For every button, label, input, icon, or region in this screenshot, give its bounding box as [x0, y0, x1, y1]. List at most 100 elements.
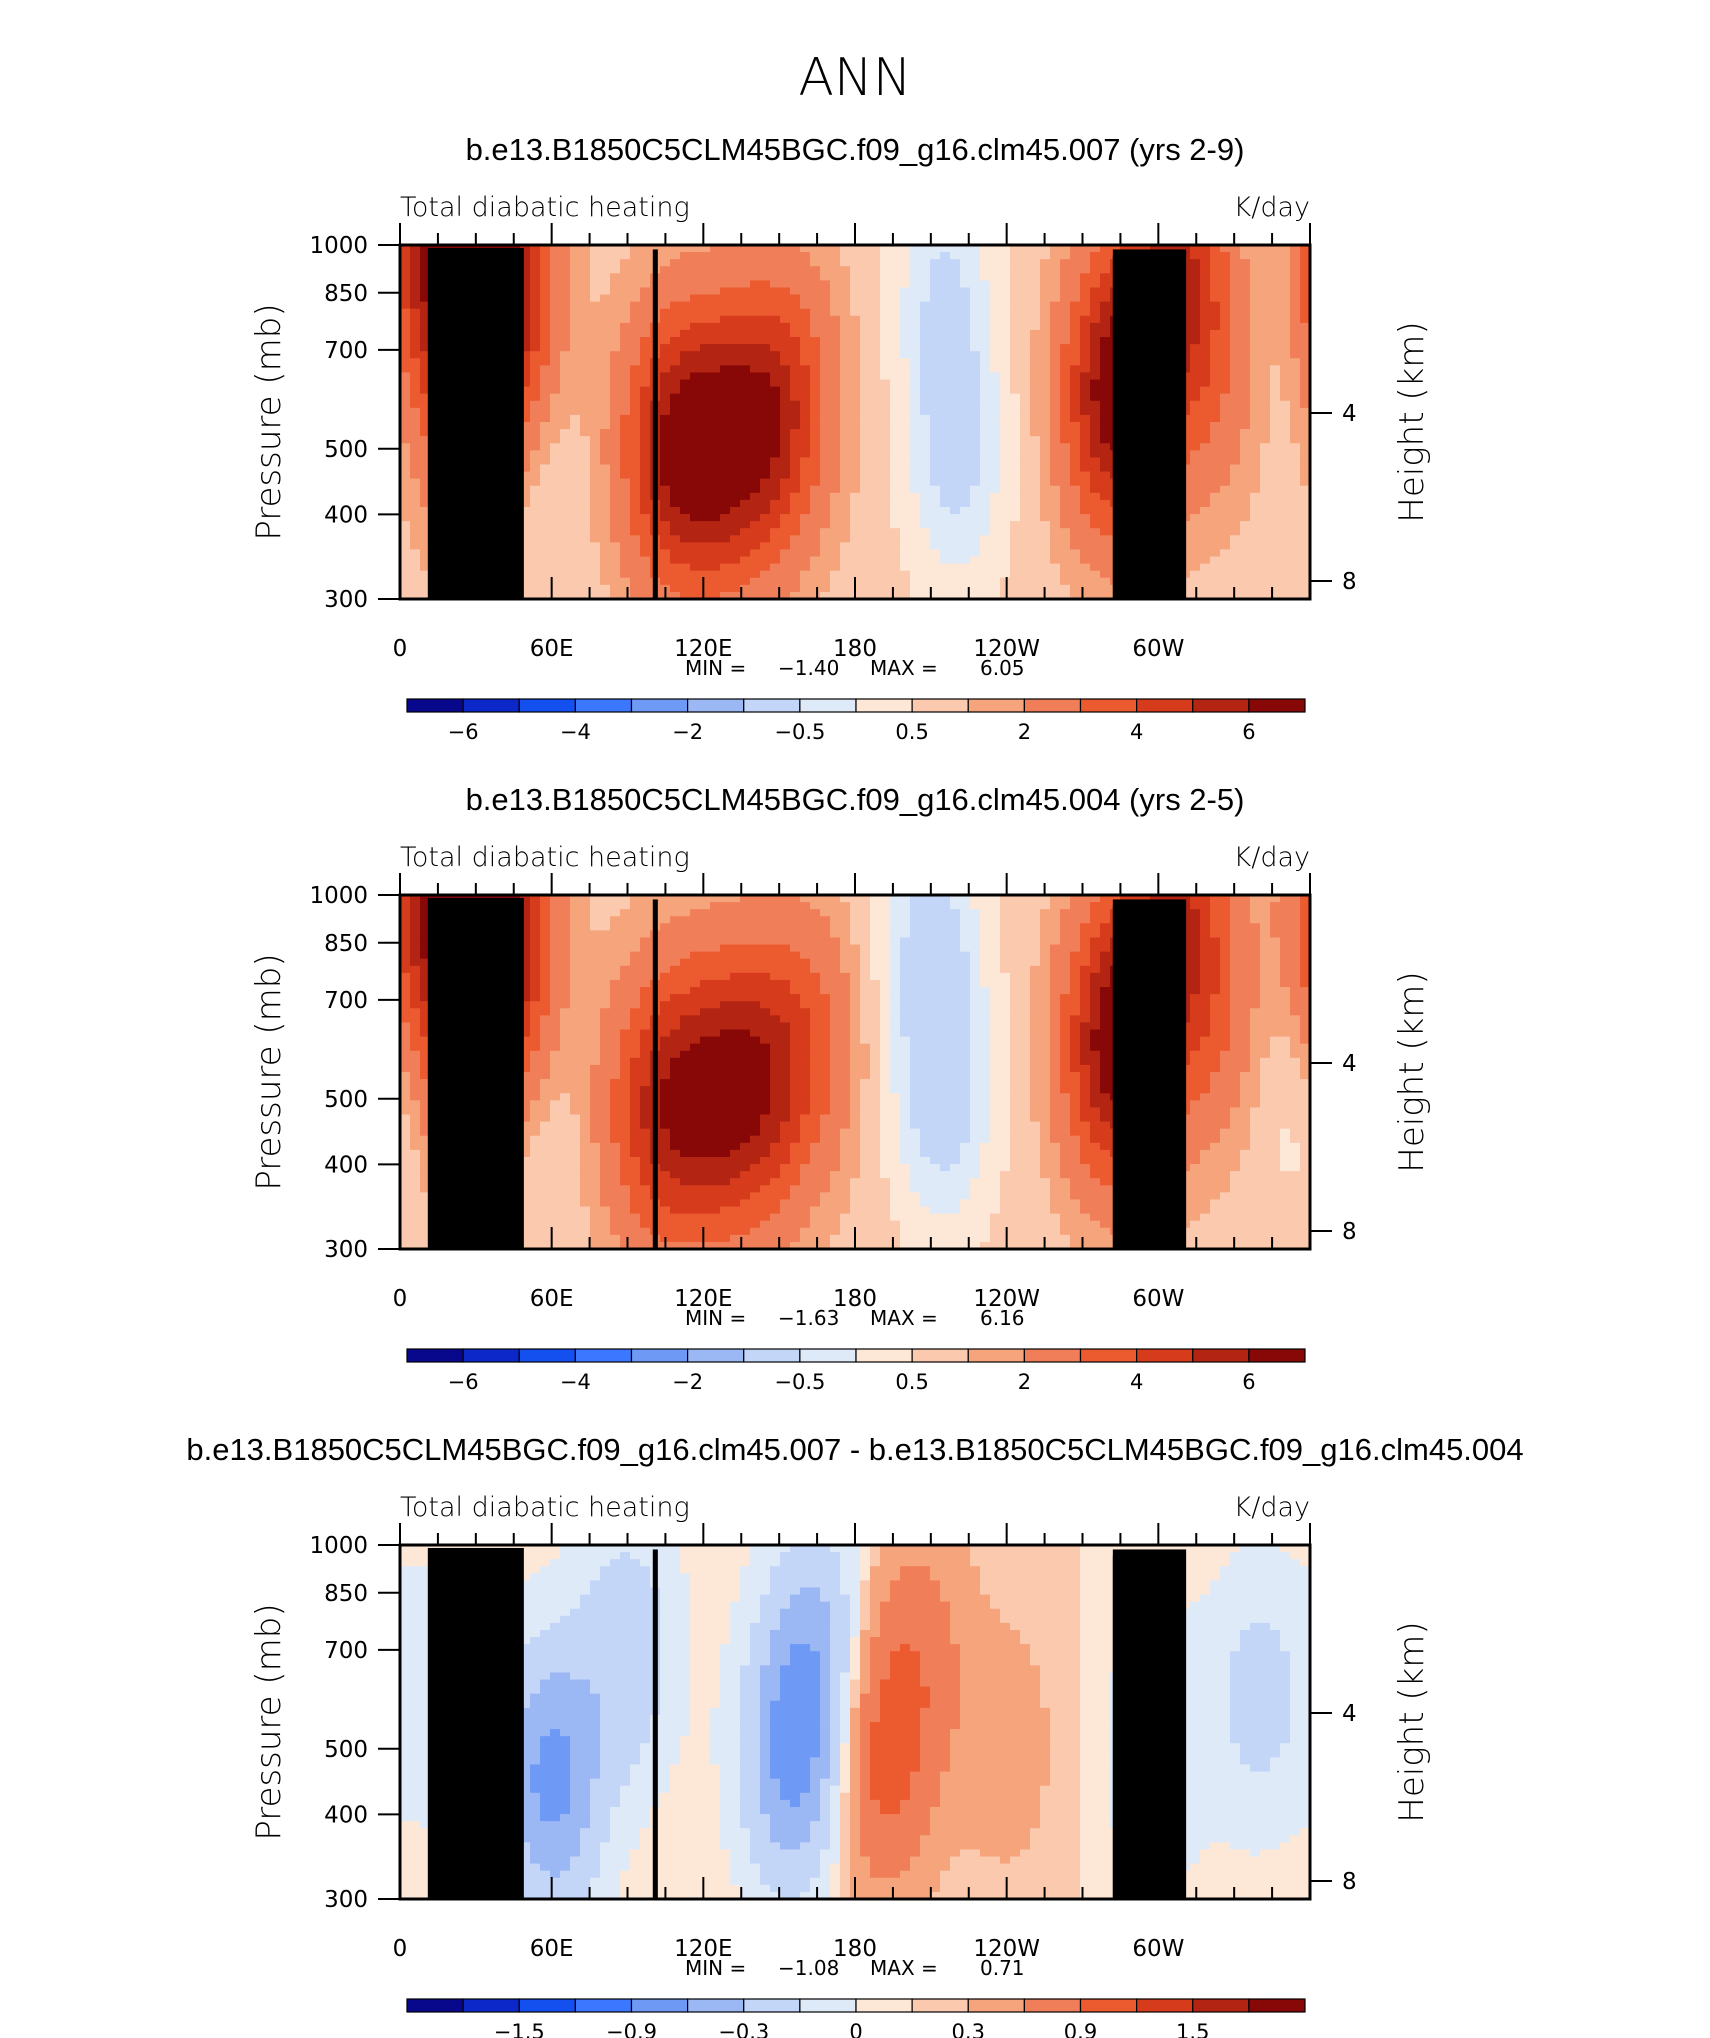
heatmap-cell — [990, 273, 1001, 281]
heatmap-cell — [1000, 308, 1011, 317]
heatmap-cell — [590, 584, 601, 593]
heatmap-cell — [960, 443, 971, 451]
heatmap-cell — [900, 895, 911, 903]
heatmap-cell — [1010, 400, 1021, 409]
heatmap-cell — [1060, 563, 1071, 572]
heatmap-cell — [600, 386, 611, 395]
heatmap-cell — [570, 584, 581, 593]
heatmap-cell — [580, 895, 591, 903]
heatmap-cell — [400, 393, 411, 402]
heatmap-cell — [690, 287, 701, 296]
heatmap-cell — [680, 902, 691, 910]
heatmap-cell — [810, 556, 821, 565]
heatmap-cell — [750, 506, 761, 515]
heatmap-cell — [1280, 895, 1291, 903]
colorbar-label: −6 — [448, 720, 479, 744]
heatmap-cell — [900, 549, 911, 558]
heatmap-cell — [1270, 556, 1281, 565]
heatmap-cell — [540, 315, 551, 324]
heatmap-cell — [960, 471, 971, 480]
heatmap-cell — [700, 422, 711, 430]
heatmap-cell — [910, 535, 921, 543]
heatmap-cell — [820, 895, 831, 903]
heatmap-cell — [560, 916, 571, 924]
heatmap-cell — [1010, 315, 1021, 324]
heatmap-cell — [410, 280, 421, 289]
heatmap-cell — [1050, 386, 1061, 395]
heatmap-cell — [410, 322, 421, 331]
heatmap-cell — [780, 372, 791, 381]
heatmap-cell — [1100, 443, 1111, 451]
heatmap-cell — [540, 266, 551, 274]
heatmap-cell — [860, 909, 871, 917]
heatmap-cell — [610, 485, 621, 494]
heatmap-cell — [720, 436, 731, 444]
heatmap-cell — [840, 379, 851, 388]
heatmap-cell — [820, 528, 831, 536]
heatmap-cell — [1300, 301, 1311, 310]
heatmap-cell — [1030, 379, 1041, 388]
heatmap-cell — [990, 909, 1001, 917]
heatmap-cell — [1260, 351, 1271, 359]
heatmap-cell — [950, 287, 961, 296]
heatmap-cell — [770, 464, 781, 473]
heatmap-cell — [1040, 329, 1051, 338]
heatmap-cell — [560, 514, 571, 522]
heatmap-cell — [1230, 294, 1241, 303]
heatmap-cell — [890, 457, 901, 466]
heatmap-cell — [520, 584, 531, 593]
heatmap-cell — [400, 471, 411, 480]
heatmap-cell — [690, 308, 701, 317]
heatmap-cell — [570, 506, 581, 515]
heatmap-cell — [550, 464, 561, 473]
heatmap-cell — [1200, 344, 1211, 352]
heatmap-cell — [540, 422, 551, 430]
heatmap-cell — [710, 577, 721, 586]
heatmap-cell — [750, 591, 761, 600]
heatmap-cell — [800, 464, 811, 473]
heatmap-cell — [1290, 287, 1301, 296]
heatmap-cell — [1230, 308, 1241, 317]
heatmap-cell — [800, 259, 811, 267]
heatmap-cell — [910, 372, 921, 381]
heatmap-cell — [560, 577, 571, 586]
heatmap-cell — [1250, 909, 1261, 917]
heatmap-cell — [560, 471, 571, 480]
heatmap-cell — [660, 400, 671, 409]
heatmap-cell — [600, 895, 611, 903]
heatmap-cell — [660, 379, 671, 388]
heatmap-cell — [960, 407, 971, 416]
heatmap-cell — [700, 280, 711, 289]
heatmap-cell — [810, 521, 821, 529]
heatmap-cell — [950, 591, 961, 600]
heatmap-cell — [710, 266, 721, 274]
heatmap-cell — [420, 570, 431, 579]
heatmap-cell — [640, 429, 651, 437]
heatmap-cell — [860, 400, 871, 409]
heatmap-cell — [700, 514, 711, 522]
heatmap-cell — [950, 280, 961, 289]
heatmap-cell — [850, 414, 861, 423]
heatmap-cell — [1030, 273, 1041, 281]
heatmap-cell — [550, 344, 561, 352]
heatmap-cell — [540, 485, 551, 494]
heatmap-cell — [1190, 436, 1201, 444]
heatmap-cell — [540, 287, 551, 296]
heatmap-cell — [760, 414, 771, 423]
heatmap-cell — [1100, 344, 1111, 352]
heatmap-cell — [870, 308, 881, 317]
heatmap-cell — [880, 358, 891, 366]
heatmap-cell — [920, 591, 931, 600]
heatmap-cell — [1100, 422, 1111, 430]
heatmap-cell — [920, 549, 931, 558]
heatmap-cell — [610, 393, 621, 402]
heatmap-cell — [1270, 506, 1281, 515]
heatmap-cell — [910, 400, 921, 409]
heatmap-cell — [1300, 549, 1311, 558]
heatmap-cell — [700, 372, 711, 381]
heatmap-cell — [940, 400, 951, 409]
heatmap-cell — [1100, 457, 1111, 466]
heatmap-cell — [710, 337, 721, 345]
heatmap-cell — [880, 245, 891, 253]
heatmap-cell — [1220, 322, 1231, 331]
